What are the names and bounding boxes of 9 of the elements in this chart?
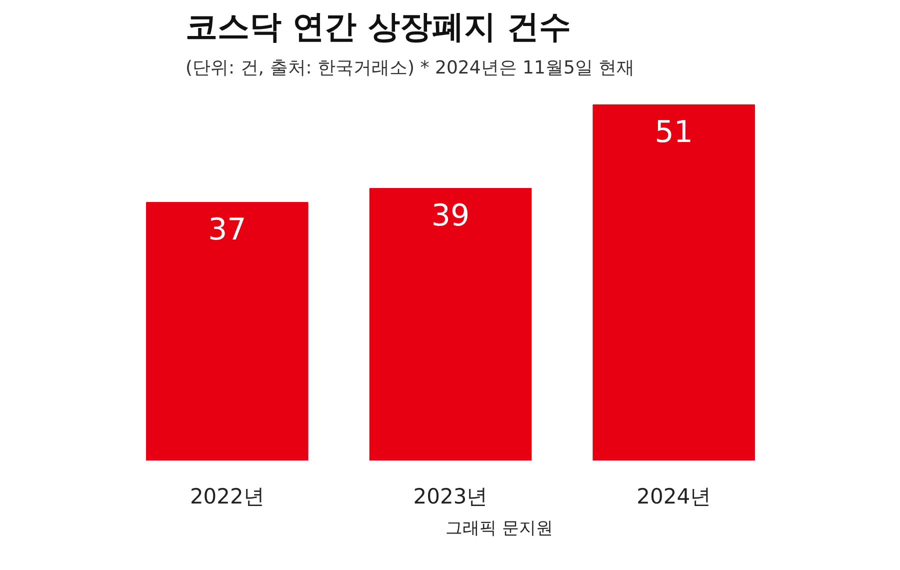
data-label: 37 [208,212,246,248]
chart-title: 코스닥 연간 상장폐지 건수 [186,8,571,46]
data-label: 51 [654,114,693,150]
x-tick-label: 2022년 [190,484,264,508]
chart-subtitle: (단위: 건, 출처: 한국거래소) * 2024년은 11월5일 현재 [186,58,635,78]
text: 그래픽 문지원 [446,518,553,538]
data-label: 39 [431,198,470,234]
x-tick-label: 2024년 [636,484,712,508]
x-tick-label: 2023년 [413,484,488,508]
